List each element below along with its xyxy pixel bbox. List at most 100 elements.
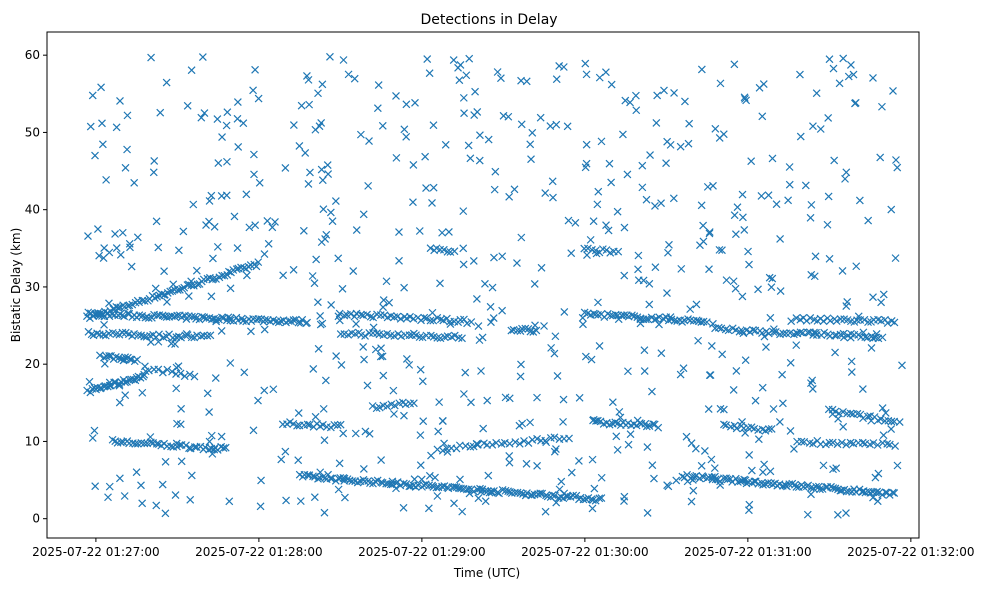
data-point (157, 290, 166, 299)
data-point (366, 312, 375, 321)
data-point (425, 69, 434, 78)
data-point (880, 416, 889, 425)
data-point (665, 240, 673, 249)
data-point (166, 287, 175, 296)
x-tick-label: 2025-07-22 01:27:00 (32, 545, 159, 559)
data-point (133, 355, 142, 364)
data-point (206, 331, 215, 340)
data-point (739, 329, 748, 338)
data-point (513, 259, 521, 268)
data-point (883, 439, 892, 448)
data-point (242, 190, 251, 199)
data-point (474, 494, 483, 503)
data-point (254, 396, 262, 405)
data-point (518, 324, 526, 333)
data-point (614, 315, 623, 324)
data-point (123, 309, 132, 318)
data-point (839, 422, 848, 431)
data-point (223, 157, 231, 166)
data-point (769, 328, 778, 336)
data-point (154, 365, 163, 374)
data-point (361, 427, 370, 436)
data-point (501, 486, 510, 495)
data-point (807, 270, 816, 279)
data-point (844, 72, 853, 81)
data-point (542, 438, 551, 447)
data-point (564, 216, 573, 225)
data-point (378, 121, 387, 130)
data-point (685, 119, 694, 128)
data-point (876, 415, 885, 423)
data-point (720, 420, 728, 429)
data-point (706, 371, 715, 379)
data-point (837, 486, 846, 495)
data-point (642, 195, 651, 204)
data-point (257, 476, 265, 485)
data-point (379, 303, 387, 312)
data-point (729, 277, 738, 286)
data-point (417, 475, 426, 484)
data-point (115, 474, 124, 483)
data-point (842, 440, 851, 449)
data-point (607, 178, 616, 187)
data-point (425, 481, 434, 490)
data-point (114, 303, 123, 312)
data-point (200, 109, 209, 117)
data-point (390, 332, 399, 340)
data-point (847, 329, 855, 338)
data-point (760, 332, 769, 341)
data-point (655, 313, 664, 322)
data-point (827, 482, 835, 491)
data-point (807, 490, 815, 499)
data-point (498, 252, 507, 261)
data-point (91, 309, 100, 318)
data-point (281, 164, 290, 172)
data-point (252, 262, 261, 271)
data-point (645, 422, 654, 431)
data-point (222, 191, 231, 200)
data-point (852, 262, 861, 271)
data-point (740, 93, 749, 102)
data-point (438, 417, 447, 425)
data-point (302, 72, 311, 80)
data-point (214, 159, 223, 168)
data-point (741, 356, 750, 365)
data-point (676, 370, 685, 379)
data-point (479, 424, 488, 433)
data-point (711, 475, 720, 484)
data-point (100, 353, 108, 362)
data-point (672, 476, 681, 485)
data-point (582, 140, 591, 149)
data-point (890, 318, 899, 327)
data-point (402, 132, 411, 141)
data-point (887, 425, 896, 433)
data-point (352, 309, 361, 318)
data-point (582, 159, 591, 168)
data-point (111, 229, 120, 238)
data-point (316, 468, 325, 477)
data-point (692, 316, 701, 325)
data-point (363, 310, 371, 319)
data-point (435, 398, 444, 407)
data-point (676, 142, 685, 151)
data-point (588, 455, 597, 464)
data-point (881, 409, 890, 417)
data-point (778, 399, 787, 408)
data-point (207, 292, 216, 301)
data-point (425, 471, 434, 480)
data-point (898, 361, 906, 370)
data-point (858, 385, 867, 393)
data-point (772, 200, 781, 209)
data-point (294, 456, 303, 465)
data-point (511, 438, 520, 446)
data-point (152, 501, 161, 510)
data-point (694, 336, 703, 345)
data-point (472, 295, 481, 303)
data-point (188, 312, 196, 321)
data-point (338, 284, 347, 293)
data-point (861, 333, 870, 341)
data-point (150, 294, 159, 302)
data-point (689, 486, 698, 495)
data-point (666, 140, 675, 149)
data-point (281, 447, 290, 456)
